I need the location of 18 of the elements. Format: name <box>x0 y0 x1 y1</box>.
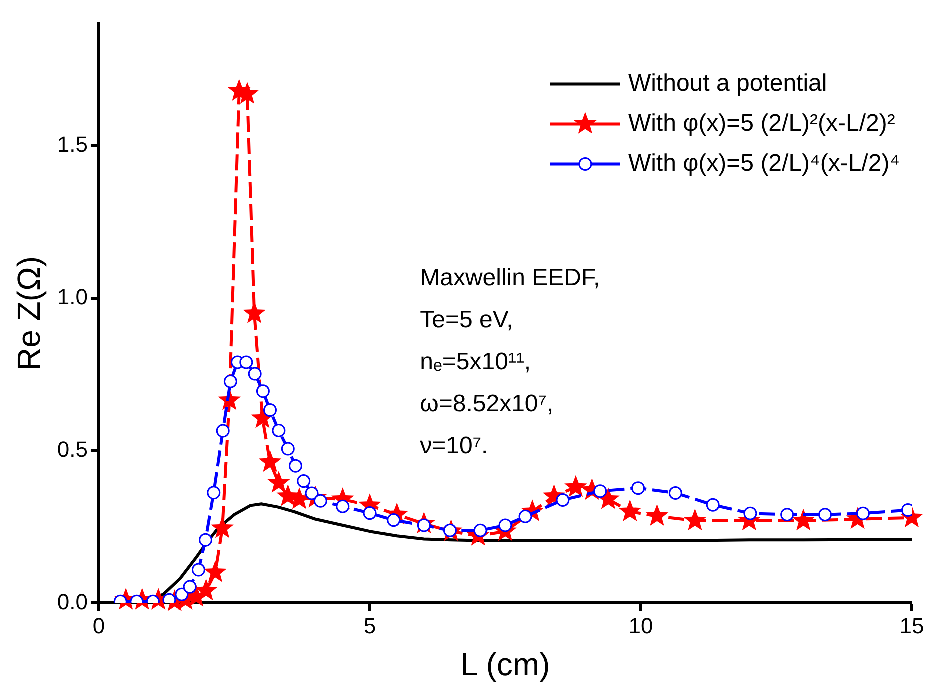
y-tick-label: 1.0 <box>57 284 88 310</box>
y-axis-title: Re Z(Ω) <box>11 256 48 371</box>
annotation: ν=10⁷. <box>420 432 488 460</box>
y-tick-label: 1.5 <box>57 132 88 158</box>
x-tick-label: 10 <box>628 613 654 638</box>
legend-label: Without a potential <box>628 70 828 97</box>
x-axis-title: L (cm) <box>460 646 550 683</box>
x-tick-label: 0 <box>92 613 106 638</box>
y-tick-label: 0.5 <box>57 436 88 462</box>
annotation: Maxwellin EEDF, <box>420 264 600 292</box>
legend-label: With φ(x)=5 (2/L)²(x-L/2)² <box>628 110 896 137</box>
annotation: ω=8.52x10⁷, <box>420 390 554 418</box>
annotation: nₑ=5x10¹¹, <box>420 348 532 376</box>
annotation: Te=5 eV, <box>420 306 514 334</box>
y-tick-label: 0.0 <box>57 589 88 614</box>
legend-label: With φ(x)=5 (2/L)⁴(x-L/2)⁴ <box>628 150 900 177</box>
x-tick-label: 15 <box>900 613 924 638</box>
x-tick-label: 5 <box>364 613 376 638</box>
